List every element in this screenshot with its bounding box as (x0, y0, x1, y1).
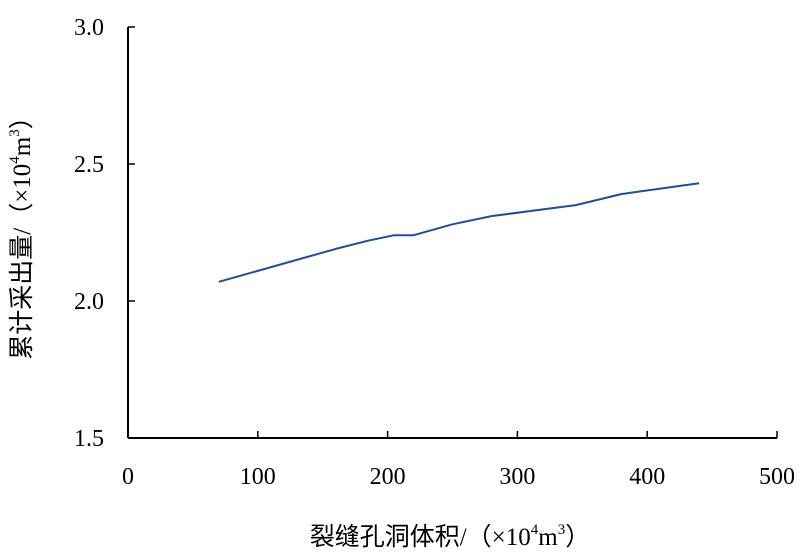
x-tick-label: 300 (499, 464, 535, 490)
x-tick-label: 500 (759, 464, 795, 490)
x-axis-label: 裂缝孔洞体积/（×104m3） (310, 522, 591, 551)
series-layer (218, 182, 700, 283)
y-tick-label: 3.0 (74, 15, 104, 41)
x-tick-label: 200 (370, 464, 406, 490)
axes (127, 27, 777, 439)
y-tick-label: 2.0 (74, 289, 104, 315)
y-tick-label: 2.5 (74, 152, 104, 178)
series-line (218, 182, 700, 283)
x-tick-label: 100 (240, 464, 276, 490)
y-axis-label: 累计采出量/（×104m3） (7, 104, 36, 360)
y-ticks: 1.5 2.0 2.5 3.0 (74, 15, 135, 452)
x-tick-label: 400 (629, 464, 665, 490)
x-tick-label: 0 (122, 464, 134, 490)
y-tick-label: 1.5 (74, 426, 104, 452)
x-ticks: 0 100 200 300 400 500 (122, 431, 795, 490)
